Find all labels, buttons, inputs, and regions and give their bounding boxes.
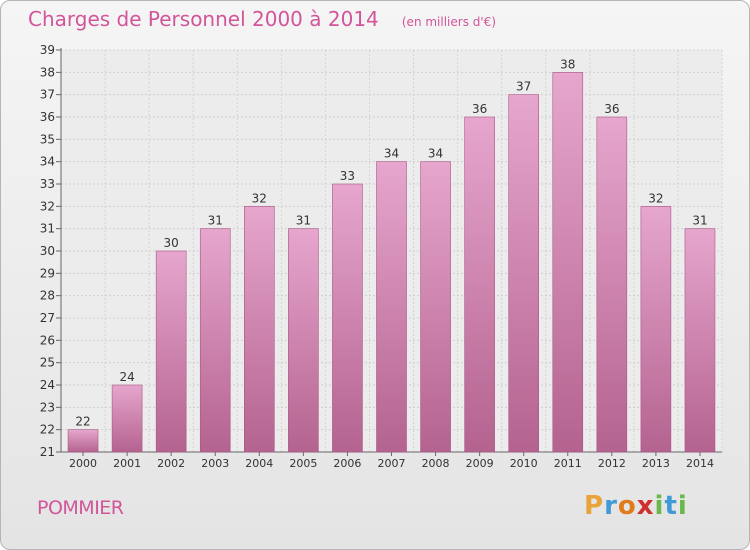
bar-value-label: 30	[164, 236, 179, 250]
logo-letter: x	[636, 491, 655, 521]
x-tick-label: 2003	[201, 457, 229, 470]
logo-letter: t	[664, 491, 678, 521]
bar-value-label: 37	[516, 80, 531, 94]
y-tick-label: 26	[40, 333, 55, 347]
y-tick-label: 30	[40, 244, 55, 258]
bar	[596, 116, 628, 453]
bar-value-label: 34	[384, 147, 399, 161]
x-tick-label: 2014	[686, 457, 714, 470]
y-tick-label: 37	[40, 88, 55, 102]
x-tick-label: 2000	[69, 457, 97, 470]
bar	[376, 161, 407, 453]
logo-letter: o	[617, 491, 637, 521]
bar-value-label: 31	[208, 214, 223, 228]
bar-layer	[67, 72, 716, 453]
bar-value-label: 32	[648, 191, 663, 205]
x-tick-label: 2008	[422, 457, 450, 470]
y-tick-label: 27	[40, 311, 55, 325]
x-tick-label: 2006	[333, 457, 361, 470]
x-tick-label: 2010	[510, 457, 538, 470]
bar	[508, 94, 540, 453]
y-tick-label: 28	[40, 289, 55, 303]
x-tick-label: 2009	[466, 457, 494, 470]
bar	[199, 228, 231, 453]
proxiti-logo: Proxiti	[584, 491, 688, 521]
bar	[464, 116, 495, 453]
x-tick-label: 2004	[245, 457, 273, 470]
bar	[155, 250, 187, 453]
bar-value-label: 31	[296, 214, 311, 228]
bar-value-label: 36	[604, 102, 619, 116]
bar-value-label: 24	[119, 370, 134, 384]
bar-value-label: 32	[252, 191, 267, 205]
bar	[640, 206, 672, 453]
x-tick-label: 2005	[289, 457, 317, 470]
bar	[684, 228, 716, 453]
logo-letter: r	[604, 491, 618, 521]
y-tick-label: 36	[40, 110, 55, 124]
title-block: Charges de Personnel 2000 à 2014 (en mil…	[28, 7, 496, 31]
y-tick-label: 38	[40, 65, 55, 79]
bar-value-label: 31	[692, 214, 707, 228]
y-tick-label: 24	[40, 378, 55, 392]
y-tick-label: 34	[40, 155, 55, 169]
bar	[552, 72, 584, 453]
logo-letter: P	[584, 491, 605, 521]
x-tick-label: 2007	[378, 457, 406, 470]
bar-value-label: 22	[75, 415, 90, 429]
commune-name: POMMIER	[37, 497, 124, 519]
bar-value-label: 38	[560, 57, 575, 71]
bar	[288, 228, 319, 453]
y-tick-label: 23	[40, 400, 55, 414]
y-tick-label: 32	[40, 199, 55, 213]
x-tick-label: 2001	[113, 457, 141, 470]
bar	[420, 161, 451, 453]
y-tick-label: 31	[40, 222, 55, 236]
bar-value-label: 36	[472, 102, 487, 116]
y-tick-label: 35	[40, 132, 55, 146]
x-tick-label: 2002	[157, 457, 185, 470]
bar-value-label: 34	[428, 147, 443, 161]
y-tick-label: 39	[40, 43, 55, 57]
y-tick-label: 22	[40, 423, 55, 437]
x-tick-label: 2013	[642, 457, 670, 470]
y-tick-label: 25	[40, 356, 55, 370]
bar	[244, 206, 275, 453]
chart-title: Charges de Personnel 2000 à 2014	[28, 7, 379, 31]
bar-value-label: 33	[340, 169, 355, 183]
bar	[332, 183, 363, 453]
bar	[67, 429, 99, 453]
logo-letter: i	[654, 491, 665, 521]
y-tick-label: 29	[40, 266, 55, 280]
chart-subtitle: (en milliers d'€)	[401, 15, 496, 29]
bar	[111, 384, 143, 453]
y-tick-label: 21	[40, 445, 55, 459]
x-tick-label: 2011	[554, 457, 582, 470]
label-layer: 22 2000 24 2001 30 2002 31 2003 32 2004 31 2005 33 20…	[69, 57, 714, 470]
y-tick-label: 33	[40, 177, 55, 191]
x-tick-label: 2012	[598, 457, 626, 470]
logo-letter: i	[677, 491, 688, 521]
